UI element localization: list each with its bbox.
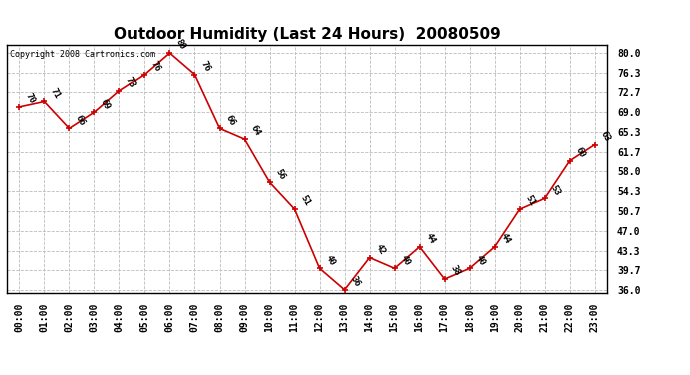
Text: 70: 70 bbox=[23, 92, 37, 105]
Text: 80: 80 bbox=[174, 38, 187, 52]
Text: 64: 64 bbox=[248, 124, 262, 138]
Text: 40: 40 bbox=[324, 253, 337, 267]
Text: 60: 60 bbox=[574, 146, 587, 159]
Text: 76: 76 bbox=[199, 59, 212, 73]
Text: 63: 63 bbox=[599, 129, 612, 143]
Text: 53: 53 bbox=[549, 183, 562, 197]
Text: 44: 44 bbox=[499, 232, 512, 245]
Text: 69: 69 bbox=[99, 97, 112, 111]
Text: 56: 56 bbox=[274, 167, 287, 181]
Text: 42: 42 bbox=[374, 242, 387, 256]
Text: Copyright 2008 Cartronics.com: Copyright 2008 Cartronics.com bbox=[10, 50, 155, 59]
Text: 76: 76 bbox=[148, 59, 161, 73]
Text: 40: 40 bbox=[474, 253, 487, 267]
Title: Outdoor Humidity (Last 24 Hours)  20080509: Outdoor Humidity (Last 24 Hours) 2008050… bbox=[114, 27, 500, 42]
Text: 36: 36 bbox=[348, 274, 362, 288]
Text: 71: 71 bbox=[48, 86, 61, 100]
Text: 44: 44 bbox=[424, 232, 437, 245]
Text: 40: 40 bbox=[399, 253, 412, 267]
Text: 66: 66 bbox=[74, 113, 87, 127]
Text: 66: 66 bbox=[224, 113, 237, 127]
Text: 38: 38 bbox=[448, 264, 462, 278]
Text: 51: 51 bbox=[524, 194, 537, 208]
Text: 51: 51 bbox=[299, 194, 312, 208]
Text: 73: 73 bbox=[124, 75, 137, 89]
